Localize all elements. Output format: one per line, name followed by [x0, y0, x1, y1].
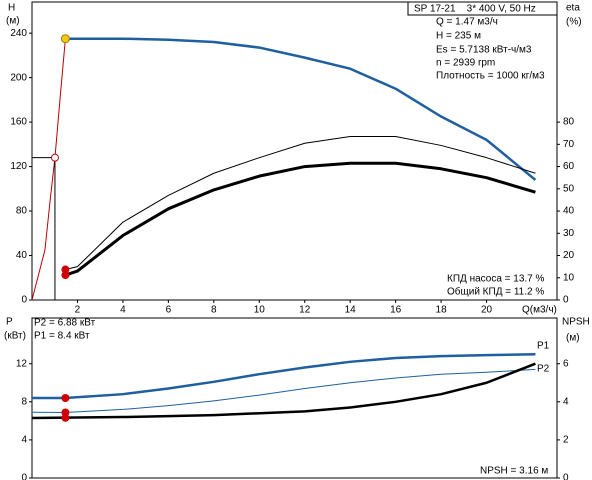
y-tick-label: 80 — [16, 206, 28, 217]
y2-tick-label: 2 — [563, 435, 569, 446]
info: Q = 1.47 м3/ч — [436, 17, 498, 28]
x-tick-label: 16 — [390, 305, 402, 316]
y-tick-label: 4 — [21, 435, 27, 446]
info: P1 = 8.4 кВт — [34, 331, 90, 342]
y-axis-unit: (кВт) — [4, 331, 26, 342]
series-label: P1 — [537, 341, 550, 352]
y-tick-label: 200 — [10, 72, 27, 83]
y2-axis-label: NPSH — [562, 317, 590, 328]
operating-marker — [61, 265, 70, 274]
y2-tick-label: 80 — [563, 117, 575, 128]
x-tick-label: 2 — [75, 305, 81, 316]
y-tick-label: 240 — [10, 28, 27, 39]
plot-frame — [31, 1, 558, 301]
y2-tick-label: 20 — [563, 250, 575, 261]
info: Es = 5.7138 кВт-ч/м3 — [436, 45, 532, 56]
y-axis-unit: (м) — [6, 16, 20, 27]
info: Плотность = 1000 кг/м3 — [436, 71, 545, 82]
efficiency: КПД насоса = 13.7 % — [447, 274, 545, 285]
y2-tick-label: 60 — [563, 161, 575, 172]
y-axis-label: H — [8, 3, 15, 14]
y2-axis-unit: (%) — [566, 17, 582, 28]
curve — [65, 37, 537, 181]
x-tick-label: 12 — [299, 305, 311, 316]
x-tick-label: 8 — [211, 305, 217, 316]
y2-tick-label: 0 — [563, 295, 569, 306]
model: SP 17-21 3* 400 V, 50 Hz — [414, 4, 536, 15]
y-tick-label: 40 — [16, 250, 28, 261]
y2-axis-unit: (м) — [566, 333, 580, 344]
curve — [64, 161, 536, 277]
x-tick-label: 14 — [345, 305, 357, 316]
reference-point — [50, 153, 59, 162]
y-tick-label: 120 — [10, 161, 27, 172]
curve — [31, 368, 536, 413]
y2-tick-label: 50 — [563, 183, 575, 194]
operating-marker — [61, 394, 70, 402]
y2-tick-label: 30 — [563, 228, 575, 239]
info: n = 2939 rpm — [436, 58, 495, 69]
x-tick-label: 20 — [481, 305, 493, 316]
efficiency: Общий КПД = 11.2 % — [447, 286, 544, 298]
x-axis-label: Q(м3/ч) — [522, 305, 557, 316]
y-tick-label: 0 — [21, 295, 27, 306]
y2-tick-label: 40 — [563, 206, 575, 217]
y2-tick-label: 6 — [563, 358, 569, 369]
y-tick-label: 0 — [21, 473, 27, 480]
operating-marker — [61, 413, 70, 422]
x-tick-label: 18 — [436, 305, 448, 316]
curve — [31, 38, 66, 301]
x-tick-label: 4 — [120, 305, 126, 316]
curve — [31, 362, 536, 420]
operating-marker — [61, 271, 70, 280]
y-tick-label: 12 — [16, 358, 28, 369]
npsh-text: NPSH = 3.16 м — [480, 466, 548, 477]
operating-marker — [60, 34, 70, 44]
info: H = 235 м — [436, 31, 481, 42]
y-axis-label: P — [6, 317, 13, 328]
y2-tick-label: 4 — [563, 396, 569, 407]
y-tick-label: 8 — [21, 396, 27, 407]
x-tick-label: 10 — [254, 305, 266, 316]
curve — [32, 352, 536, 400]
y-tick-label: 160 — [10, 117, 27, 128]
info: P2 = 6.88 кВт — [34, 318, 96, 329]
y2-tick-label: 0 — [563, 473, 569, 480]
series-label: P2 — [537, 364, 550, 375]
curve — [65, 136, 536, 271]
plot-frame — [31, 317, 558, 479]
x-tick-label: 6 — [166, 305, 172, 316]
y2-tick-label: 10 — [563, 272, 575, 283]
y2-tick-label: 70 — [563, 139, 575, 150]
y2-axis-label: eta — [566, 3, 580, 14]
